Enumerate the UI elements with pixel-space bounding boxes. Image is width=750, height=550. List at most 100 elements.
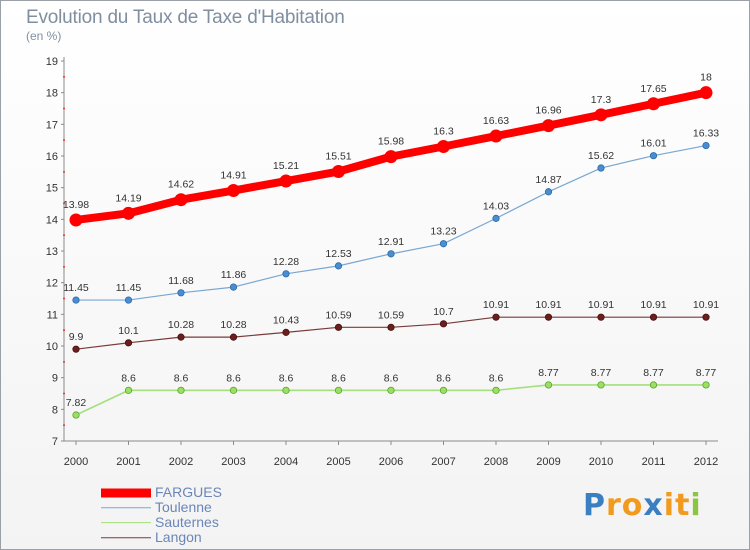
- y-minor-tick: [63, 424, 65, 427]
- data-point: [597, 313, 605, 321]
- data-point: [282, 328, 290, 336]
- data-point: [177, 289, 185, 297]
- data-label: 8.6: [331, 372, 346, 384]
- data-point: [174, 193, 188, 207]
- legend-item-fargues: FARGUES: [101, 485, 401, 500]
- data-point: [594, 108, 608, 122]
- legend-swatch: [101, 521, 151, 524]
- data-point: [72, 345, 80, 353]
- logo-letter: i: [690, 488, 702, 523]
- data-label: 9.9: [69, 331, 84, 343]
- data-label: 8.6: [279, 372, 294, 384]
- y-minor-tick: [63, 202, 65, 205]
- y-tick-label: 10: [46, 341, 58, 353]
- data-point: [597, 164, 605, 172]
- data-point: [649, 381, 658, 389]
- data-point: [439, 240, 448, 248]
- data-point: [699, 86, 713, 100]
- data-point: [279, 174, 293, 188]
- data-label: 15.62: [588, 150, 614, 162]
- data-point: [334, 386, 343, 394]
- data-label: 10.28: [220, 319, 246, 331]
- unit-label: (en %): [26, 29, 62, 43]
- data-point: [492, 313, 500, 321]
- y-minor-tick: [63, 234, 65, 237]
- data-point: [702, 381, 710, 389]
- legend-item-langon: Langon: [101, 530, 401, 545]
- legend-item-toulenne: Toulenne: [101, 500, 401, 515]
- data-point: [387, 323, 395, 331]
- data-point: [387, 386, 395, 394]
- data-label: 8.77: [591, 367, 612, 379]
- data-label: 17.3: [591, 94, 612, 106]
- data-label: 8.77: [643, 367, 664, 379]
- data-label: 16.3: [433, 126, 454, 138]
- data-point: [332, 165, 345, 179]
- data-label: 12.53: [325, 248, 351, 260]
- data-point: [492, 214, 500, 222]
- legend-label: Toulenne: [155, 499, 212, 515]
- legend-swatch: [101, 536, 151, 539]
- data-point: [439, 320, 448, 328]
- data-point: [334, 262, 343, 270]
- y-tick-label: 14: [46, 214, 58, 226]
- y-minor-tick: [63, 392, 65, 395]
- logo-letter: r: [606, 488, 622, 523]
- data-label: 16.01: [640, 138, 666, 150]
- y-minor-tick: [63, 75, 65, 78]
- data-label: 15.21: [273, 160, 299, 172]
- legend-label: FARGUES: [155, 484, 222, 500]
- data-label: 10.43: [273, 314, 299, 326]
- legend-label: Langon: [155, 529, 202, 545]
- x-tick-label: 2006: [379, 456, 403, 468]
- data-point: [72, 296, 80, 304]
- logo-letter: t: [675, 488, 691, 523]
- logo-letter: P: [583, 488, 606, 523]
- x-tick-label: 2012: [694, 456, 718, 468]
- data-point: [122, 206, 135, 220]
- data-point: [649, 152, 658, 160]
- data-label: 10.7: [433, 306, 454, 318]
- y-tick-label: 9: [52, 373, 58, 385]
- data-label: 8.6: [121, 372, 136, 384]
- data-label: 10.59: [325, 309, 351, 321]
- y-minor-tick: [63, 265, 65, 268]
- legend-swatch: [101, 506, 151, 509]
- data-label: 10.28: [168, 319, 194, 331]
- data-label: 7.82: [66, 397, 87, 409]
- x-tick-label: 2001: [116, 456, 140, 468]
- data-label: 10.91: [693, 299, 719, 311]
- y-minor-tick: [63, 297, 65, 300]
- logo-letter: x: [643, 488, 664, 523]
- data-point: [229, 386, 238, 394]
- data-point: [702, 313, 710, 321]
- x-tick-label: 2000: [64, 456, 88, 468]
- data-label: 13.98: [63, 199, 89, 211]
- x-tick-label: 2002: [169, 456, 193, 468]
- data-label: 8.6: [436, 372, 451, 384]
- data-point: [334, 323, 343, 331]
- data-label: 14.62: [168, 179, 194, 191]
- data-label: 8.77: [696, 367, 717, 379]
- data-label: 8.6: [384, 372, 399, 384]
- data-label: 8.6: [226, 372, 241, 384]
- data-label: 15.98: [378, 136, 404, 148]
- data-point: [177, 386, 185, 394]
- data-label: 18: [700, 72, 712, 84]
- data-point: [124, 386, 133, 394]
- data-point: [384, 150, 398, 164]
- data-point: [282, 270, 290, 278]
- data-label: 16.33: [693, 128, 719, 140]
- data-point: [647, 97, 660, 111]
- y-tick-label: 8: [52, 404, 58, 416]
- data-point: [544, 188, 553, 196]
- y-minor-tick: [63, 107, 65, 110]
- data-point: [282, 386, 290, 394]
- data-label: 16.96: [535, 105, 561, 117]
- legend-label: Sauternes: [155, 514, 219, 530]
- data-label: 16.63: [483, 115, 509, 127]
- data-point: [492, 386, 500, 394]
- legend-item-sauternes: Sauternes: [101, 515, 401, 530]
- y-minor-tick: [63, 329, 65, 332]
